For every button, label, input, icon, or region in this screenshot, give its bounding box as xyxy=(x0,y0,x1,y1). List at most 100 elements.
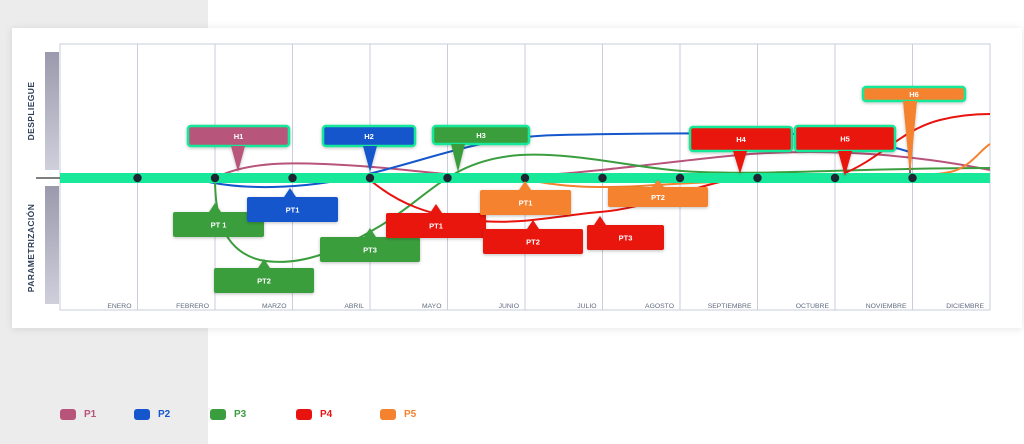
flag-body xyxy=(480,190,571,215)
param-flag: PT3 xyxy=(320,228,420,262)
legend-swatch xyxy=(296,408,312,420)
legend-swatch xyxy=(60,408,76,420)
flag-label: H1 xyxy=(234,132,244,141)
flag-label: H6 xyxy=(909,90,919,99)
parametrizacion-axis-bar xyxy=(45,186,59,304)
legend-label: P5 xyxy=(404,408,417,420)
project-curve-p1 xyxy=(214,151,991,179)
flag-label: H5 xyxy=(840,135,850,144)
flag-body xyxy=(247,197,338,222)
flag-pointer xyxy=(364,228,376,237)
flag-pointer xyxy=(527,220,539,229)
month-label: SEPTIEMBRE xyxy=(708,303,752,310)
flag-body xyxy=(386,213,486,238)
deploy-flag-h6: H6 xyxy=(861,85,967,176)
param-flag: PT2 xyxy=(483,220,583,254)
timeline-month-dot xyxy=(288,173,297,183)
legend-item-p3: P3 xyxy=(210,404,246,424)
flag-label: PT 1 xyxy=(211,221,227,230)
timeline-month-dot xyxy=(753,173,762,183)
param-flag: PT1 xyxy=(247,188,338,222)
flag-body xyxy=(587,225,664,250)
flag-label: PT2 xyxy=(651,193,665,202)
timeline-month-dot xyxy=(133,173,142,183)
flag-pointer xyxy=(430,204,442,213)
param-flag: PT3 xyxy=(587,216,664,250)
flag-label: PT1 xyxy=(286,206,300,215)
deploy-flag-h4: H4 xyxy=(688,125,794,174)
month-label: AGOSTO xyxy=(645,303,674,310)
flag-pointer xyxy=(519,181,531,190)
flag-pointer xyxy=(209,203,221,212)
timeline-month-dot xyxy=(598,173,607,183)
month-label: JUNIO xyxy=(499,303,519,310)
legend-label: P1 xyxy=(84,408,97,420)
flag-pointer xyxy=(284,188,296,197)
despliegue-axis-bar xyxy=(45,52,59,170)
flag-pointer xyxy=(231,146,245,172)
param-flag: PT1 xyxy=(386,204,486,238)
legend-label: P4 xyxy=(320,408,333,420)
flag-pointer xyxy=(363,146,377,172)
timeline-month-dot xyxy=(908,173,917,183)
legend-item-p4: P4 xyxy=(296,404,332,424)
flag-body xyxy=(431,124,531,146)
flag-body xyxy=(608,187,708,207)
legend-item-p1: P1 xyxy=(60,404,96,424)
flag-label: H4 xyxy=(736,135,746,144)
flag-pointer xyxy=(838,151,852,176)
legend-item-p5: P5 xyxy=(380,404,416,424)
flag-label: PT1 xyxy=(429,222,443,231)
month-label: ENERO xyxy=(107,303,131,310)
flag-markers: H1 H2 H3 H4 H5 H6 PT 1 PT1 PT2 PT3 PT1 PT1 PT2 PT3 PT2 xyxy=(173,85,967,293)
legend-swatch xyxy=(380,408,396,420)
flag-body xyxy=(320,237,420,262)
timeline-month-dot xyxy=(443,173,452,183)
deploy-flag-h5: H5 xyxy=(793,124,897,176)
month-label: MAYO xyxy=(422,303,442,310)
param-flag: PT2 xyxy=(214,259,314,293)
deploy-flag-h3: H3 xyxy=(431,124,531,172)
legend: P1 P2 P3 P4 P5 xyxy=(60,404,480,424)
project-curve-p3 xyxy=(214,153,991,263)
flag-label: PT2 xyxy=(257,277,271,286)
legend-swatch xyxy=(210,408,226,420)
month-label: DICIEMBRE xyxy=(946,303,984,310)
month-label: ABRIL xyxy=(344,303,364,310)
flag-label: PT2 xyxy=(526,238,540,247)
timeline-month-dot xyxy=(365,173,375,183)
deploy-flag-h1: H1 xyxy=(186,124,291,172)
month-label: NOVIEMBRE xyxy=(866,303,907,310)
flag-pointer xyxy=(258,259,270,268)
timeline-bar xyxy=(36,173,990,183)
flag-body xyxy=(483,229,583,254)
deploy-flag-h2: H2 xyxy=(321,124,417,172)
month-label: MARZO xyxy=(262,303,287,310)
legend-swatch xyxy=(134,408,150,420)
flag-pointer xyxy=(903,101,917,176)
param-flag: PT1 xyxy=(480,181,571,215)
timeline-month-dot xyxy=(830,173,840,183)
flag-pointer xyxy=(733,151,747,174)
flag-label: PT1 xyxy=(519,199,533,208)
legend-label: P2 xyxy=(158,408,171,420)
legend-label: P3 xyxy=(234,408,247,420)
flag-body xyxy=(214,268,314,293)
flag-pointer xyxy=(594,216,606,225)
month-label: JULIO xyxy=(577,303,596,310)
flag-label: PT3 xyxy=(363,246,377,255)
flag-label: PT3 xyxy=(619,234,633,243)
param-flag: PT 1 xyxy=(173,203,264,237)
timeline-month-dot xyxy=(210,173,220,183)
flag-label: H2 xyxy=(364,132,374,141)
flag-pointer xyxy=(451,144,465,172)
timeline-month-dot xyxy=(520,173,530,183)
flag-body xyxy=(173,212,264,237)
month-labels: ENERO FEBRERO MARZO ABRIL MAYO JUNIO JULIO AGOS… xyxy=(107,303,984,310)
timeline-month-dot xyxy=(675,173,685,183)
flag-label: H3 xyxy=(476,131,486,140)
legend-item-p2: P2 xyxy=(134,404,170,424)
month-label: OCTUBRE xyxy=(796,303,830,310)
month-label: FEBRERO xyxy=(176,303,209,310)
